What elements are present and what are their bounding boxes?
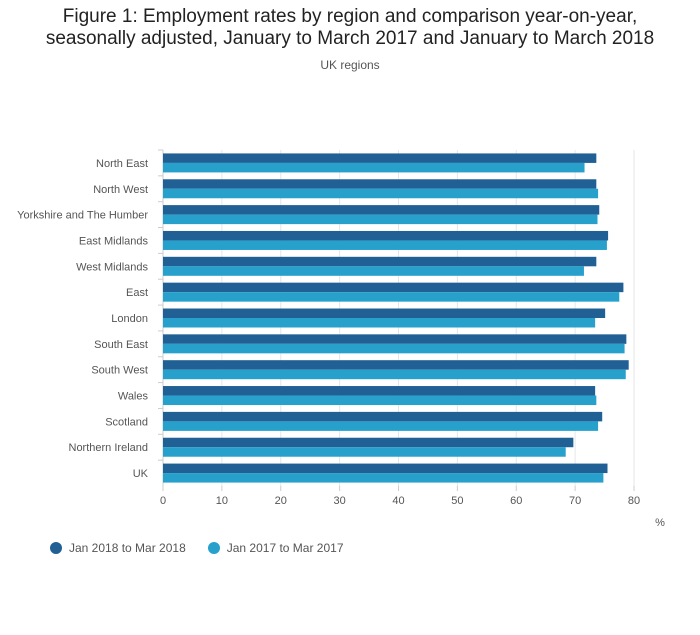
category-label-3: East Midlands (79, 235, 149, 247)
bar-2017-5 (163, 292, 620, 302)
category-label-9: Wales (118, 391, 149, 403)
bar-2018-12 (163, 463, 608, 474)
category-label-10: Scotland (105, 416, 148, 428)
category-label-11: Northern Ireland (69, 442, 149, 454)
bar-2017-9 (163, 395, 597, 406)
bar-2018-11 (163, 437, 574, 448)
bar-2017-12 (163, 473, 604, 483)
bar-2018-0 (163, 153, 597, 163)
bar-2018-4 (163, 256, 597, 267)
category-label-1: North West (93, 184, 148, 196)
bar-2017-2 (163, 214, 598, 225)
category-label-0: North East (96, 158, 148, 170)
category-label-6: London (111, 313, 148, 325)
bar-2018-3 (163, 230, 609, 241)
x-tick-label-1: 10 (216, 495, 228, 507)
bar-2017-6 (163, 318, 596, 328)
bar-2018-8 (163, 360, 629, 370)
bar-2017-7 (163, 343, 625, 354)
bar-2017-3 (163, 240, 607, 250)
bar-2017-10 (163, 421, 599, 431)
bar-2018-5 (163, 282, 624, 293)
legend-item-2018[interactable]: Jan 2018 to Mar 2018 (50, 541, 186, 555)
chart-legend: Jan 2018 to Mar 2018 Jan 2017 to Mar 201… (50, 541, 366, 555)
x-tick-label-7: 70 (569, 495, 581, 507)
legend-label-2017: Jan 2017 to Mar 2017 (226, 541, 344, 555)
x-tick-label-8: 80 (628, 495, 640, 507)
x-tick-label-4: 40 (392, 495, 404, 507)
chart-title-line-1: Figure 1: Employment rates by region and… (62, 6, 638, 27)
bar-2018-9 (163, 386, 596, 396)
x-tick-label-6: 60 (510, 495, 522, 507)
chart-title-line-2: seasonally adjusted, January to March 20… (45, 28, 655, 49)
category-label-8: South West (91, 365, 148, 377)
category-label-4: West Midlands (76, 261, 148, 273)
x-unit-label: % (655, 517, 665, 529)
legend-item-2017[interactable]: Jan 2017 to Mar 2017 (207, 541, 344, 555)
bar-2017-0 (163, 162, 585, 173)
x-tick-label-2: 20 (275, 495, 287, 507)
category-label-7: South East (94, 339, 148, 351)
chart-title: Figure 1: Employment rates by region and… (0, 6, 700, 50)
bar-2017-4 (163, 266, 584, 276)
bar-2018-10 (163, 411, 603, 422)
x-tick-label-3: 30 (334, 495, 346, 507)
x-tick-label-0: 0 (160, 495, 166, 507)
category-label-12: UK (133, 468, 149, 480)
category-label-5: East (126, 287, 148, 299)
chart-subtitle: UK regions (320, 58, 380, 72)
x-tick-label-5: 50 (451, 495, 463, 507)
bar-2017-11 (163, 447, 566, 457)
bar-2018-1 (163, 179, 597, 189)
bar-2018-7 (163, 334, 627, 344)
bar-2017-8 (163, 369, 626, 380)
legend-marker-2018 (50, 542, 62, 554)
bar-2018-6 (163, 308, 606, 318)
legend-marker-2017 (207, 542, 220, 554)
bar-2018-2 (163, 205, 600, 215)
bar-2017-1 (163, 188, 599, 199)
legend-label-2018: Jan 2018 to Mar 2018 (69, 541, 186, 555)
category-label-2: Yorkshire and The Humber (17, 210, 148, 222)
